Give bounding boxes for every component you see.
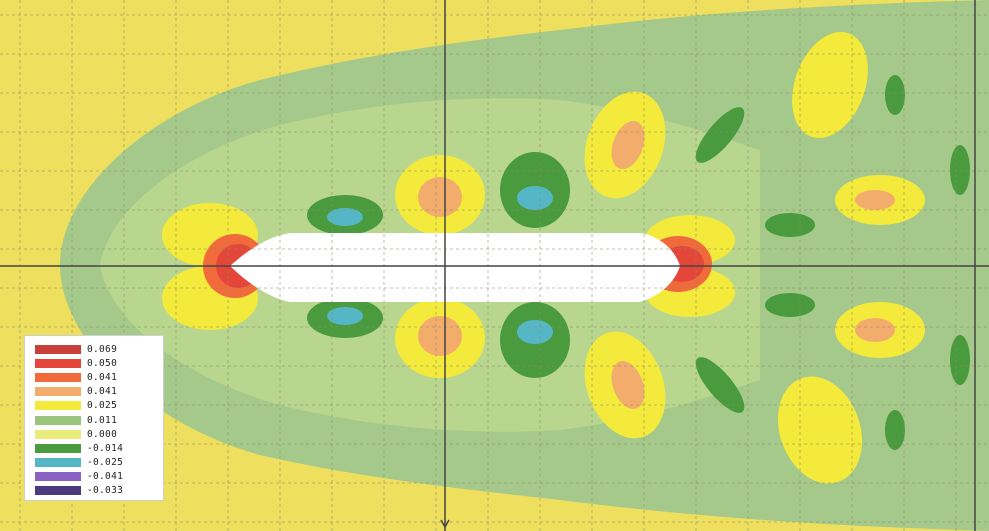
- legend-swatch: [35, 472, 81, 482]
- legend-entry: -0.014: [35, 441, 163, 455]
- hull-shape: [230, 233, 680, 302]
- lobe-b-lower-core: [611, 360, 645, 410]
- lobe-a-lower-core: [418, 316, 462, 356]
- legend-label: -0.014: [87, 442, 124, 454]
- legend-swatch: [35, 443, 81, 453]
- lobe-a-upper-core: [418, 177, 462, 217]
- trough-wake-lower: [765, 293, 815, 317]
- lobe-d-upper-core: [855, 190, 895, 210]
- legend-label: 0.069: [87, 343, 118, 355]
- legend-swatch: [35, 344, 81, 354]
- lobe-b-upper-core: [611, 120, 645, 170]
- legend-label: -0.041: [87, 471, 124, 483]
- legend-swatch: [35, 387, 81, 397]
- negative-lobes: [307, 75, 970, 450]
- legend-swatch: [35, 401, 81, 411]
- legend-entry: -0.025: [35, 456, 163, 470]
- trough-b-lower-core: [517, 320, 553, 344]
- color-legend: 0.069 0.050 0.041 0.041 0.025 0.011 0.000 -0.01…: [24, 335, 164, 501]
- legend-label: -0.033: [87, 485, 124, 497]
- legend-label: -0.025: [87, 457, 124, 469]
- legend-swatch: [35, 372, 81, 382]
- trough-d-upper: [885, 75, 905, 115]
- trough-c-upper: [695, 107, 745, 163]
- positive-lobes: [162, 31, 925, 484]
- legend-swatch: [35, 358, 81, 368]
- legend-swatch: [35, 458, 81, 468]
- legend-entry: 0.025: [35, 399, 163, 413]
- legend-entry: 0.011: [35, 413, 163, 427]
- legend-label: 0.011: [87, 414, 118, 426]
- legend-label: 0.025: [87, 400, 118, 412]
- lobe-c-upper: [792, 31, 868, 139]
- lobe-c-lower: [777, 376, 863, 484]
- trough-wake-upper: [765, 213, 815, 237]
- trough-far-2: [950, 335, 970, 385]
- legend-entry: 0.041: [35, 370, 163, 384]
- lobe-d-lower-core: [855, 318, 895, 342]
- legend-entry: -0.041: [35, 470, 163, 484]
- trough-a-lower-core: [327, 307, 363, 325]
- down-arrow-icon: [440, 519, 450, 529]
- legend-entry: 0.041: [35, 385, 163, 399]
- trough-d-lower: [885, 410, 905, 450]
- trough-c-lower: [695, 357, 745, 413]
- trough-a-upper-core: [327, 208, 363, 226]
- trough-far-1: [950, 145, 970, 195]
- legend-entry: 0.050: [35, 356, 163, 370]
- legend-label: 0.041: [87, 371, 118, 383]
- legend-entry: 0.069: [35, 342, 163, 356]
- legend-swatch: [35, 429, 81, 439]
- trough-b-upper-core: [517, 186, 553, 210]
- legend-label: 0.000: [87, 428, 118, 440]
- legend-swatch: [35, 486, 81, 496]
- legend-entry: -0.033: [35, 484, 163, 498]
- legend-label: 0.050: [87, 357, 118, 369]
- legend-entry: 0.000: [35, 427, 163, 441]
- legend-label: 0.041: [87, 386, 118, 398]
- legend-swatch: [35, 415, 81, 425]
